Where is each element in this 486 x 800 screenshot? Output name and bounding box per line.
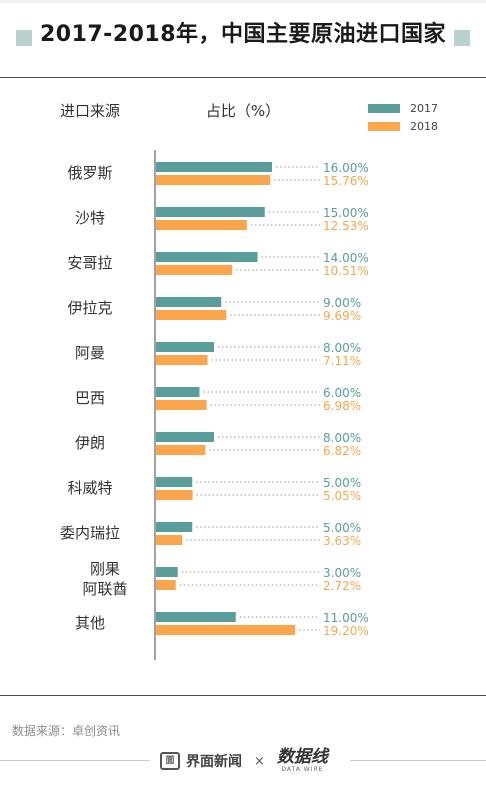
data-label-2018: 12.53% [323, 219, 369, 233]
bar-2017 [156, 477, 193, 487]
data-label-2018: 9.69% [323, 309, 361, 323]
top-separator [0, 77, 486, 78]
bar-2018 [156, 400, 207, 410]
bar-2018 [156, 490, 193, 500]
data-label-2017: 8.00% [323, 341, 361, 355]
data-label-2018: 15.76% [323, 174, 369, 188]
chart-title: 2017-2018年，中国主要原油进口国家 [31, 22, 455, 47]
data-label-2017: 15.00% [323, 206, 369, 220]
bar-2017 [156, 567, 178, 577]
bar-2017 [156, 342, 214, 352]
data-source: 数据来源：卓创资讯 [12, 724, 121, 738]
bar-2017 [156, 432, 214, 442]
category-label: 其他 [75, 614, 105, 632]
data-label-2018: 2.72% [323, 579, 361, 593]
data-label-2017: 5.00% [323, 476, 361, 490]
data-label-2017: 14.00% [323, 251, 369, 265]
bottom-separator [0, 695, 486, 696]
bar-2017 [156, 297, 222, 307]
chart-title-wrap: 2017-2018年，中国主要原油进口国家 [0, 16, 486, 48]
bar-2018 [156, 580, 176, 590]
data-label-2018: 19.20% [323, 624, 369, 638]
category-label: 俄罗斯 [67, 164, 112, 182]
category-label: 巴西 [75, 389, 105, 407]
data-label-2018: 10.51% [323, 264, 369, 278]
data-label-2018: 6.98% [323, 399, 361, 413]
top-rule [0, 0, 486, 3]
data-label-2017: 3.00% [323, 566, 361, 580]
category-header: 进口来源 [60, 102, 120, 120]
data-label-2018: 7.11% [323, 354, 361, 368]
data-label-2017: 5.00% [323, 521, 361, 535]
data-label-2017: 9.00% [323, 296, 361, 310]
bar-2017 [156, 612, 236, 622]
times-sign: × [254, 753, 265, 769]
bar-2017 [156, 387, 200, 397]
footer-line-right [350, 760, 486, 761]
bar-2018 [156, 310, 227, 320]
bar-chart: 进口来源 占比（%） 2017 2018 俄罗斯 16.00%15.76% 沙特 15.00%… [60, 102, 438, 660]
category-label: 阿曼 [75, 344, 105, 362]
bar-2018 [156, 445, 206, 455]
bar-2018 [156, 265, 233, 275]
category-label: 沙特 [75, 209, 105, 227]
brand-name: 界面新闻 [186, 754, 242, 770]
bar-2018 [156, 175, 271, 185]
footer-line-left [0, 760, 150, 761]
data-label-2017: 16.00% [323, 161, 369, 175]
data-label-2018: 3.63% [323, 534, 361, 548]
data-label-2017: 8.00% [323, 431, 361, 445]
data-label-2018: 6.82% [323, 444, 361, 458]
bar-2018 [156, 625, 296, 635]
category-label: 伊拉克 [67, 299, 112, 317]
partner-subtitle: DATA WIRE [281, 766, 324, 773]
bar-2017 [156, 162, 272, 172]
category-label: 阿联酋 [82, 580, 127, 598]
bar-2017 [156, 522, 193, 532]
category-label: 委内瑞拉 [60, 524, 120, 542]
category-label: 科威特 [67, 479, 112, 497]
legend-swatch-2017 [368, 104, 400, 113]
legend-label-2018: 2018 [410, 120, 438, 133]
bar-2017 [156, 207, 265, 217]
data-label-2017: 11.00% [323, 611, 369, 625]
brand-logo-icon: 面 [160, 752, 180, 770]
partner-name: 数据线 [276, 747, 328, 767]
category-label: 伊朗 [75, 434, 105, 452]
bar-2018 [156, 355, 208, 365]
category-label: 安哥拉 [67, 254, 112, 272]
category-label: 刚果 [90, 560, 120, 578]
partner-logo: 数据线 DATA WIRE [276, 747, 328, 774]
value-header: 占比（%） [206, 102, 280, 120]
bar-2017 [156, 252, 258, 262]
bar-2018 [156, 220, 247, 230]
legend-label-2017: 2017 [410, 102, 438, 115]
data-label-2018: 5.05% [323, 489, 361, 503]
bar-2018 [156, 535, 183, 545]
footer-brand: 面 界面新闻 × 数据线 DATA WIRE [160, 749, 328, 773]
data-label-2017: 6.00% [323, 386, 361, 400]
legend-swatch-2018 [368, 122, 400, 131]
